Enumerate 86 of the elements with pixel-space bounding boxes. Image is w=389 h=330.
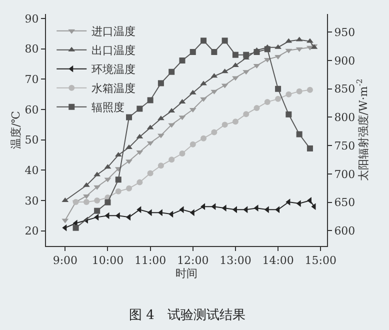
point	[136, 106, 143, 112]
point	[232, 62, 239, 68]
point	[222, 122, 228, 128]
legend-label: 进口温度	[92, 25, 136, 38]
point	[264, 46, 270, 52]
y-tick-label: 90	[24, 12, 39, 26]
point	[94, 198, 100, 204]
point	[243, 111, 250, 118]
y2-tick-label: 850	[334, 82, 356, 96]
point	[306, 86, 313, 93]
point	[158, 162, 164, 169]
point	[232, 76, 239, 81]
y-tick-label: 30	[24, 194, 39, 208]
y-axis-title: 温度/℃	[9, 110, 22, 150]
point	[306, 38, 314, 43]
point	[147, 97, 154, 104]
x-axis-title: 时间	[176, 267, 198, 280]
x-tick-label: 9:00	[52, 254, 78, 268]
point	[72, 224, 79, 231]
y2-tick-label: 600	[334, 224, 356, 238]
x-tick-label: 10:00	[92, 254, 124, 268]
point	[200, 135, 207, 142]
x-tick-label: 12:00	[177, 254, 209, 268]
x-tick-label: 15:00	[304, 254, 336, 268]
point	[94, 208, 100, 214]
legend-label: 辐照度	[92, 101, 125, 114]
point	[211, 129, 218, 136]
point	[296, 131, 302, 138]
y-tick-label: 40	[24, 164, 39, 178]
y-tick-label: 50	[24, 134, 39, 147]
point	[286, 111, 292, 118]
point	[126, 144, 132, 149]
x-tick-label: 11:00	[134, 254, 166, 268]
point	[115, 176, 122, 183]
point	[158, 80, 164, 86]
point	[211, 49, 218, 55]
point	[147, 170, 154, 176]
point	[83, 199, 90, 206]
y2-tick-label: 900	[334, 54, 356, 68]
point	[104, 199, 111, 206]
y-tick-label: 70	[24, 73, 39, 86]
point	[200, 80, 207, 86]
point	[222, 38, 228, 44]
point	[136, 179, 143, 186]
point	[200, 97, 207, 102]
point	[264, 98, 270, 105]
point	[190, 141, 196, 148]
point	[168, 156, 175, 163]
point	[126, 160, 132, 164]
point	[274, 54, 282, 60]
point	[200, 38, 207, 44]
legend-label: 水箱温度	[92, 82, 136, 96]
y-tick-label: 80	[24, 42, 39, 56]
point	[115, 188, 122, 194]
point	[179, 58, 186, 64]
point	[306, 197, 312, 204]
point	[254, 49, 260, 55]
point	[190, 49, 196, 55]
y2-tick-label: 800	[334, 111, 356, 124]
point	[126, 185, 132, 192]
point	[275, 86, 282, 92]
y2-tick-label: 700	[334, 168, 356, 181]
point	[286, 91, 292, 98]
legend-label: 环境温度	[92, 63, 136, 76]
y2-tick-label: 750	[334, 139, 356, 152]
point	[296, 200, 301, 207]
point	[168, 68, 175, 75]
y2-tick-label: 650	[334, 196, 356, 210]
point	[126, 114, 132, 120]
point	[274, 44, 282, 49]
caption: 图 4 试验测试结果	[129, 308, 246, 323]
point	[243, 52, 250, 58]
point	[179, 150, 186, 156]
x-tick-label: 14:00	[262, 254, 294, 268]
point	[254, 105, 260, 112]
point	[286, 198, 290, 206]
y-tick-label: 60	[24, 103, 39, 116]
y2-tick-label: 950	[334, 26, 356, 39]
point	[232, 118, 238, 125]
point	[232, 52, 238, 58]
x-tick-label: 13:00	[220, 254, 252, 268]
legend-label: 出口温度	[92, 44, 136, 58]
point	[296, 88, 302, 94]
y-tick-label: 20	[24, 224, 39, 238]
point	[275, 96, 282, 102]
point	[306, 145, 313, 152]
